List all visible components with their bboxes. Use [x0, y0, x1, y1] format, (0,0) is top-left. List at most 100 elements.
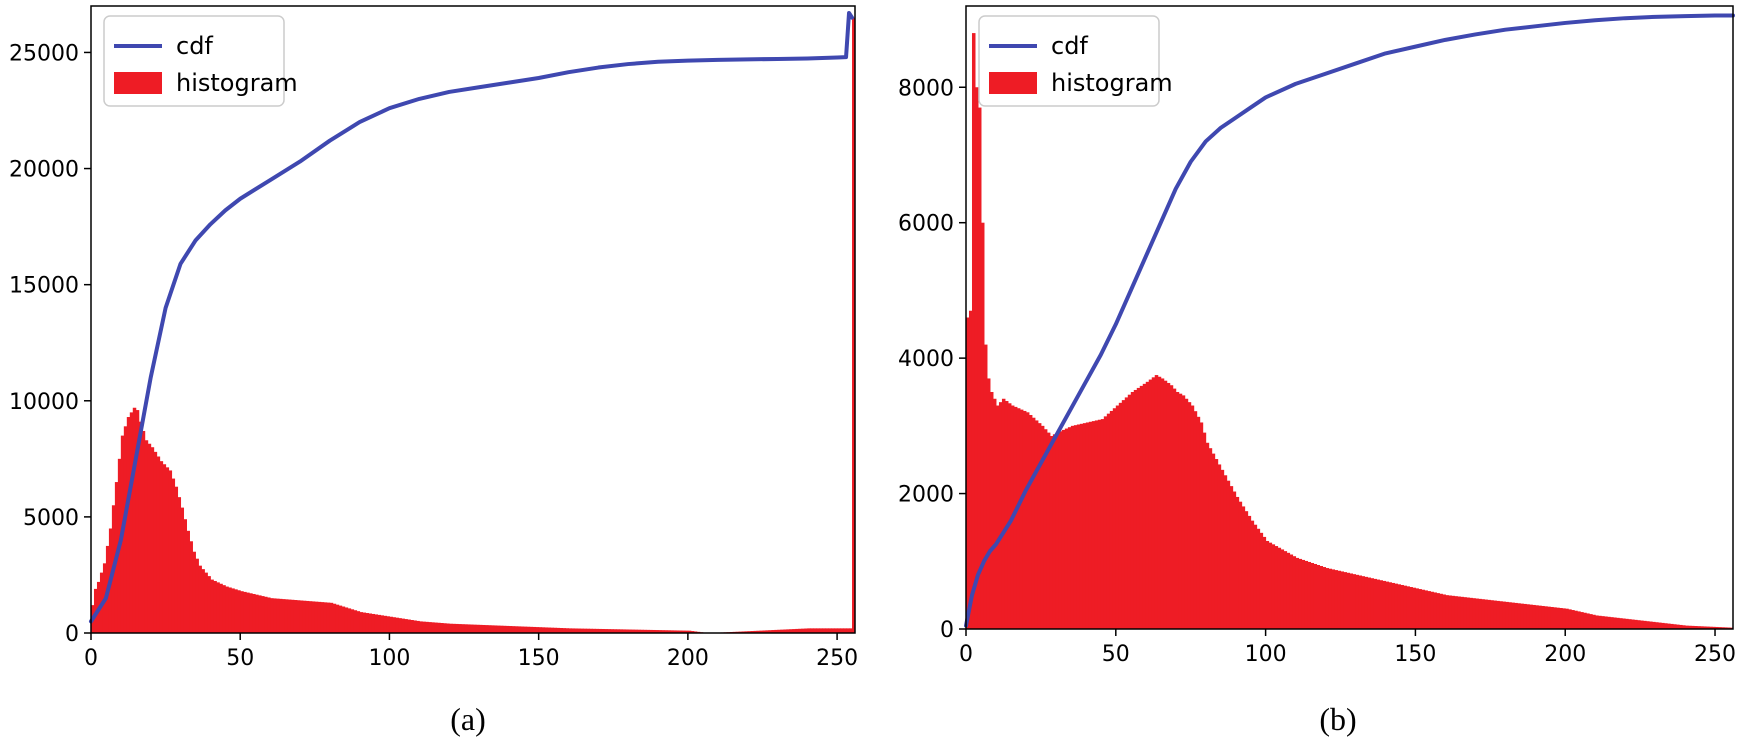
histogram-bar: [1379, 580, 1383, 629]
histogram-bar: [287, 599, 292, 633]
histogram-bar: [1310, 562, 1315, 629]
histogram-bar: [1100, 419, 1105, 629]
histogram-bar: [237, 590, 241, 633]
histogram-bar: [1235, 496, 1240, 629]
histogram-bar: [1094, 420, 1099, 629]
histogram-bar: [1226, 480, 1231, 629]
histogram-bar: [425, 621, 429, 633]
histogram-bar: [1139, 385, 1144, 629]
histogram-bar: [383, 615, 387, 633]
histogram-bar: [966, 317, 970, 629]
histogram-bar: [1595, 615, 1599, 629]
histogram-bar: [1718, 627, 1722, 629]
histogram-bar: [1241, 506, 1246, 629]
histogram-bar: [305, 600, 310, 633]
histogram-bar: [1367, 577, 1371, 629]
histogram-bar: [1217, 464, 1222, 629]
histogram-bar: [1097, 419, 1102, 629]
histogram-bar: [1013, 406, 1018, 629]
histogram-bar: [1223, 475, 1228, 629]
histogram-bar: [326, 602, 331, 633]
panel-label-a: (a): [450, 701, 486, 737]
histogram-bar: [1049, 436, 1054, 629]
histogram-bar: [989, 391, 994, 629]
histogram-bar: [849, 628, 853, 633]
histogram-bar: [1448, 595, 1452, 629]
histogram-bar: [1280, 549, 1285, 629]
histogram-bar: [1004, 401, 1009, 629]
histogram-bar: [613, 629, 617, 633]
histogram-bar: [1619, 618, 1623, 629]
histogram-bar: [1190, 405, 1195, 629]
histogram-bar: [759, 630, 763, 633]
histogram-bar: [1616, 617, 1620, 629]
histogram-bar: [1070, 425, 1075, 629]
histogram-bar: [1550, 606, 1554, 629]
histogram-bar: [771, 630, 775, 633]
histogram-bar: [1568, 609, 1572, 629]
histogram-bar: [1187, 402, 1192, 629]
histogram-bar: [1355, 574, 1359, 629]
histogram-bar: [837, 628, 841, 633]
histogram-bar: [1658, 622, 1662, 629]
histogram-bar: [1544, 606, 1548, 629]
histogram-bar: [1298, 558, 1303, 629]
histogram-bar: [1652, 621, 1656, 629]
histogram-bar: [664, 630, 668, 633]
histogram-bar: [532, 626, 537, 633]
histogram-bar: [195, 558, 199, 633]
histogram-bar: [317, 601, 322, 633]
histogram-bar: [132, 407, 137, 633]
histogram-bar: [741, 631, 746, 633]
histogram-bar: [1529, 604, 1533, 629]
histogram-bar: [535, 627, 540, 633]
histogram-bar: [1604, 616, 1608, 629]
plot-frame: [90, 5, 856, 634]
histogram-bar: [1025, 412, 1030, 629]
chart-panel-a: 0 50 100 150 200 250 0 5000 10000 15000 20000 25000…: [9, 5, 858, 671]
histogram-bar: [980, 222, 985, 629]
panel-label-b: (b): [1319, 701, 1356, 737]
histogram-bar: [508, 626, 513, 633]
histogram-bar: [174, 486, 179, 633]
histogram-bar: [750, 631, 755, 633]
histogram-bar: [580, 628, 584, 633]
histogram-bar: [649, 629, 653, 633]
histogram-bar: [1118, 402, 1123, 629]
histogram-bar: [428, 622, 432, 633]
histogram-bar: [481, 624, 486, 633]
histogram-bar: [1601, 616, 1605, 629]
histogram-bar: [1418, 589, 1422, 629]
histogram-bar: [1463, 597, 1467, 629]
histogram-bar: [1133, 389, 1138, 629]
histogram-bars: [966, 33, 1734, 630]
histogram-bar: [1373, 578, 1377, 629]
histogram-bar: [783, 629, 787, 633]
histogram-bar: [601, 628, 605, 633]
histogram-bar: [1181, 395, 1186, 630]
histogram-bar: [822, 628, 826, 633]
histogram-bar: [1622, 618, 1626, 629]
histogram-bar: [840, 628, 844, 633]
histogram-bar: [559, 628, 564, 633]
histogram-bar: [446, 623, 450, 633]
histogram-bar: [669, 630, 674, 633]
histogram-bar: [1115, 405, 1120, 629]
histogram-bar: [1205, 442, 1210, 629]
histogram-bar: [308, 601, 313, 633]
histogram-bar: [1295, 557, 1300, 629]
histogram-bar: [1142, 383, 1147, 629]
histogram-bar: [252, 593, 256, 633]
histogram-bar: [437, 622, 441, 633]
histogram-bar: [768, 630, 772, 633]
histogram-bar: [276, 598, 280, 633]
histogram-bar: [1154, 375, 1159, 629]
histogram-bar: [974, 87, 979, 629]
histogram-bar: [359, 612, 364, 633]
histogram-bar: [1043, 429, 1048, 629]
histogram-bar: [452, 623, 456, 633]
histogram-bar: [126, 417, 131, 633]
y-tick-label: 20000: [9, 158, 79, 183]
histogram-bar: [693, 631, 698, 633]
histogram-bar: [1697, 626, 1701, 629]
